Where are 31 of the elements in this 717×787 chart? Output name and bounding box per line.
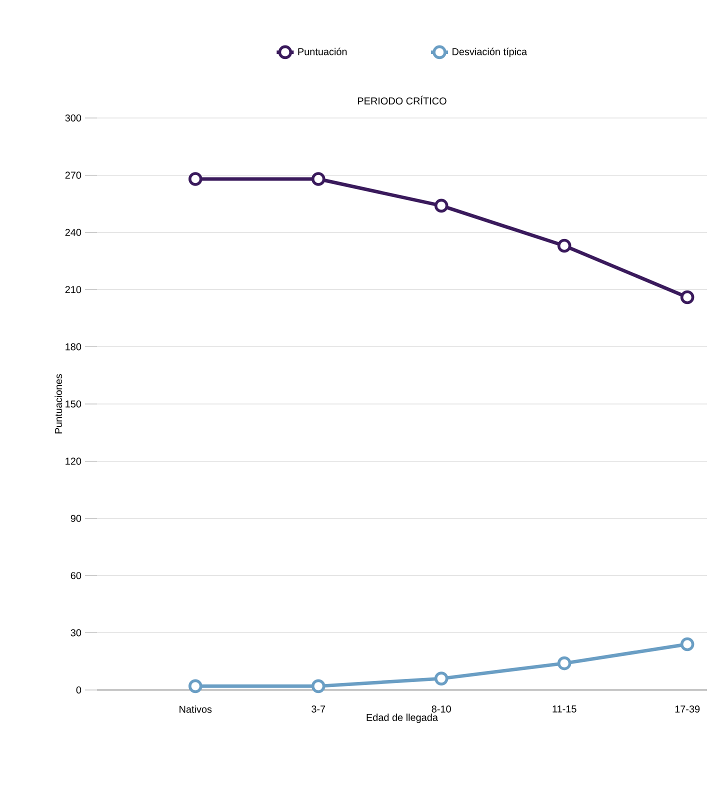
chart-title: PERIODO CRÍTICO bbox=[358, 96, 446, 104]
y-tick-label: 210 bbox=[65, 286, 82, 294]
legend-label: Puntuación bbox=[298, 48, 347, 56]
point bbox=[434, 672, 448, 686]
point bbox=[680, 290, 694, 304]
y-tick-label: 60 bbox=[70, 572, 82, 580]
y-axis-title: Puntuaciones bbox=[54, 374, 62, 434]
y-tick-label: 120 bbox=[66, 458, 82, 465]
point bbox=[188, 172, 202, 186]
y-tick-label: 300 bbox=[65, 114, 82, 122]
x-tick-label: Nativos bbox=[180, 706, 212, 713]
point bbox=[557, 238, 572, 253]
point bbox=[434, 198, 448, 213]
x-tick-label: 8-10 bbox=[432, 706, 451, 713]
y-tick-label: 150 bbox=[66, 400, 82, 408]
point bbox=[311, 679, 326, 694]
x-tick-label: 3-7 bbox=[312, 706, 326, 713]
y-tick-label: 270 bbox=[65, 172, 82, 179]
x-axis-title: Edad de llegada bbox=[366, 714, 438, 723]
point bbox=[311, 172, 326, 186]
y-tick-label: 30 bbox=[70, 629, 82, 636]
point bbox=[680, 637, 694, 652]
y-tick-label: 240 bbox=[65, 228, 82, 236]
legend-label: Desviación típica bbox=[452, 48, 528, 58]
x-tick-label: 17-39 bbox=[675, 706, 700, 713]
x-tick-label: 11-15 bbox=[552, 706, 576, 712]
y-tick-label: 0 bbox=[76, 686, 82, 694]
y-tick-label: 180 bbox=[66, 343, 82, 350]
y-tick-label: 90 bbox=[70, 514, 82, 522]
point bbox=[188, 679, 202, 694]
point bbox=[557, 656, 572, 670]
